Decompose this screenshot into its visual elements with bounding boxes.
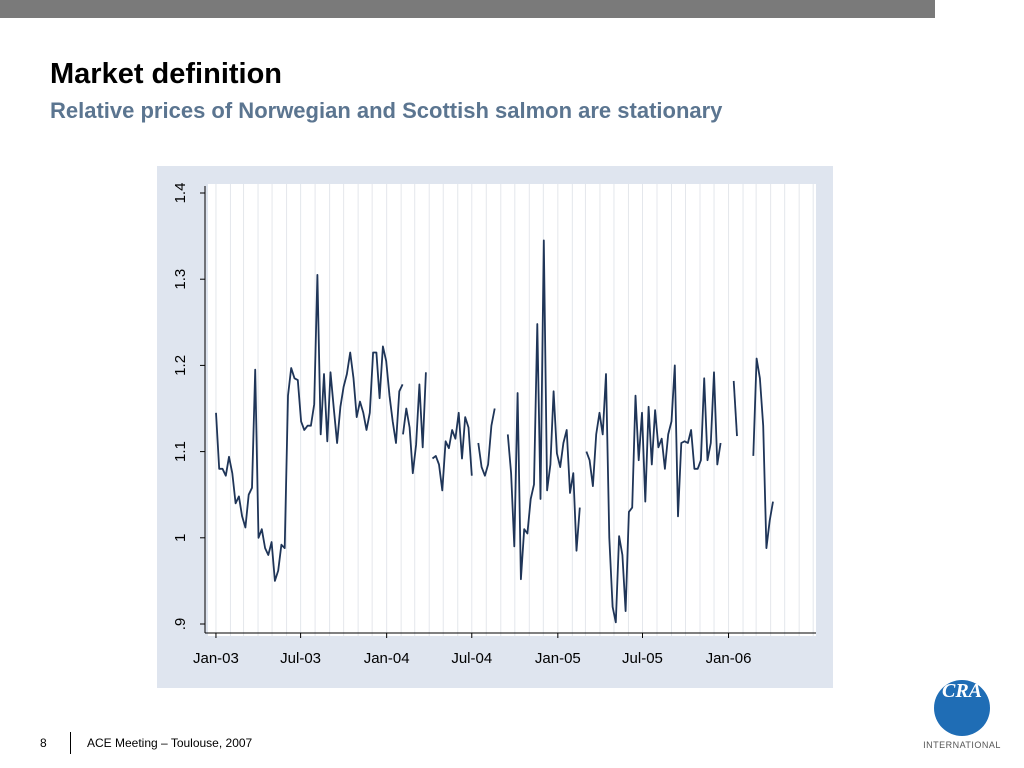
- x-tick-label: Jan-06: [706, 650, 752, 667]
- logo-text: INTERNATIONAL: [923, 740, 1001, 750]
- plot-area: [208, 184, 816, 636]
- top-banner: [0, 0, 935, 18]
- series-line-segment: [506, 239, 581, 581]
- series-line-segment: [732, 380, 738, 437]
- footer-text: ACE Meeting – Toulouse, 2007: [87, 736, 253, 750]
- series-line-segment: [215, 274, 404, 582]
- series-line-segment: [752, 357, 774, 550]
- series-line-segment: [431, 411, 473, 492]
- x-tick-label: Jul-03: [280, 650, 321, 667]
- x-tick-label: Jan-04: [364, 650, 410, 667]
- footer-divider: [70, 732, 71, 754]
- x-tick-label: Jan-03: [193, 650, 239, 667]
- logo-mark: CRA: [934, 680, 990, 736]
- x-tick-label: Jul-05: [622, 650, 663, 667]
- series-line-segment: [585, 364, 722, 624]
- y-tick-label: 1.3: [172, 269, 189, 290]
- y-tick-label: 1: [172, 534, 189, 542]
- y-tick-label: 1.4: [172, 183, 189, 204]
- chart-panel: .9 1 1.1 1.2 1.3 1.4 Jan-03 Jul-03 Jan-04 Jul-04 J…: [157, 166, 833, 688]
- page-number: 8: [40, 736, 47, 750]
- y-tick-label: .9: [172, 618, 189, 631]
- x-tick-label: Jul-04: [451, 650, 492, 667]
- y-tick-label: 1.1: [172, 441, 189, 462]
- page-subtitle: Relative prices of Norwegian and Scottis…: [50, 98, 723, 123]
- series-line-segment: [477, 408, 496, 477]
- x-tick-label: Jan-05: [535, 650, 581, 667]
- line-chart: .9 1 1.1 1.2 1.3 1.4 Jan-03 Jul-03 Jan-04 Jul-04 J…: [172, 183, 816, 667]
- company-logo: CRA INTERNATIONAL: [920, 676, 1004, 756]
- y-tick-label: 1.2: [172, 355, 189, 376]
- page-title: Market definition: [50, 58, 283, 90]
- series-line-segment: [402, 372, 427, 475]
